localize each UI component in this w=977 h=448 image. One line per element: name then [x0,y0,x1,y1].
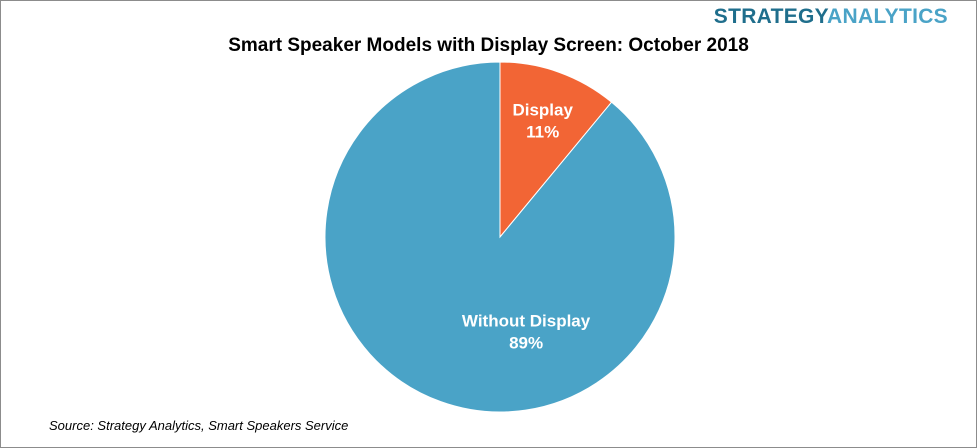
slice-value-display: 11% [526,122,559,141]
slice-value-without-display: 89% [509,334,543,353]
slice-label-display: Display [512,100,573,119]
strategy-analytics-logo: STRATEGYANALYTICS [714,5,948,29]
logo-part-1: STRATEGY [713,5,828,28]
chart-title: Smart Speaker Models with Display Screen… [228,35,749,56]
pie-slice-without-display [324,61,676,413]
source-note: Source: Strategy Analytics, Smart Speake… [49,418,349,433]
logo-part-2: ANALYTICS [827,5,948,28]
pie-slice-display [499,61,613,239]
slice-label-without-display: Without Display [462,312,591,331]
